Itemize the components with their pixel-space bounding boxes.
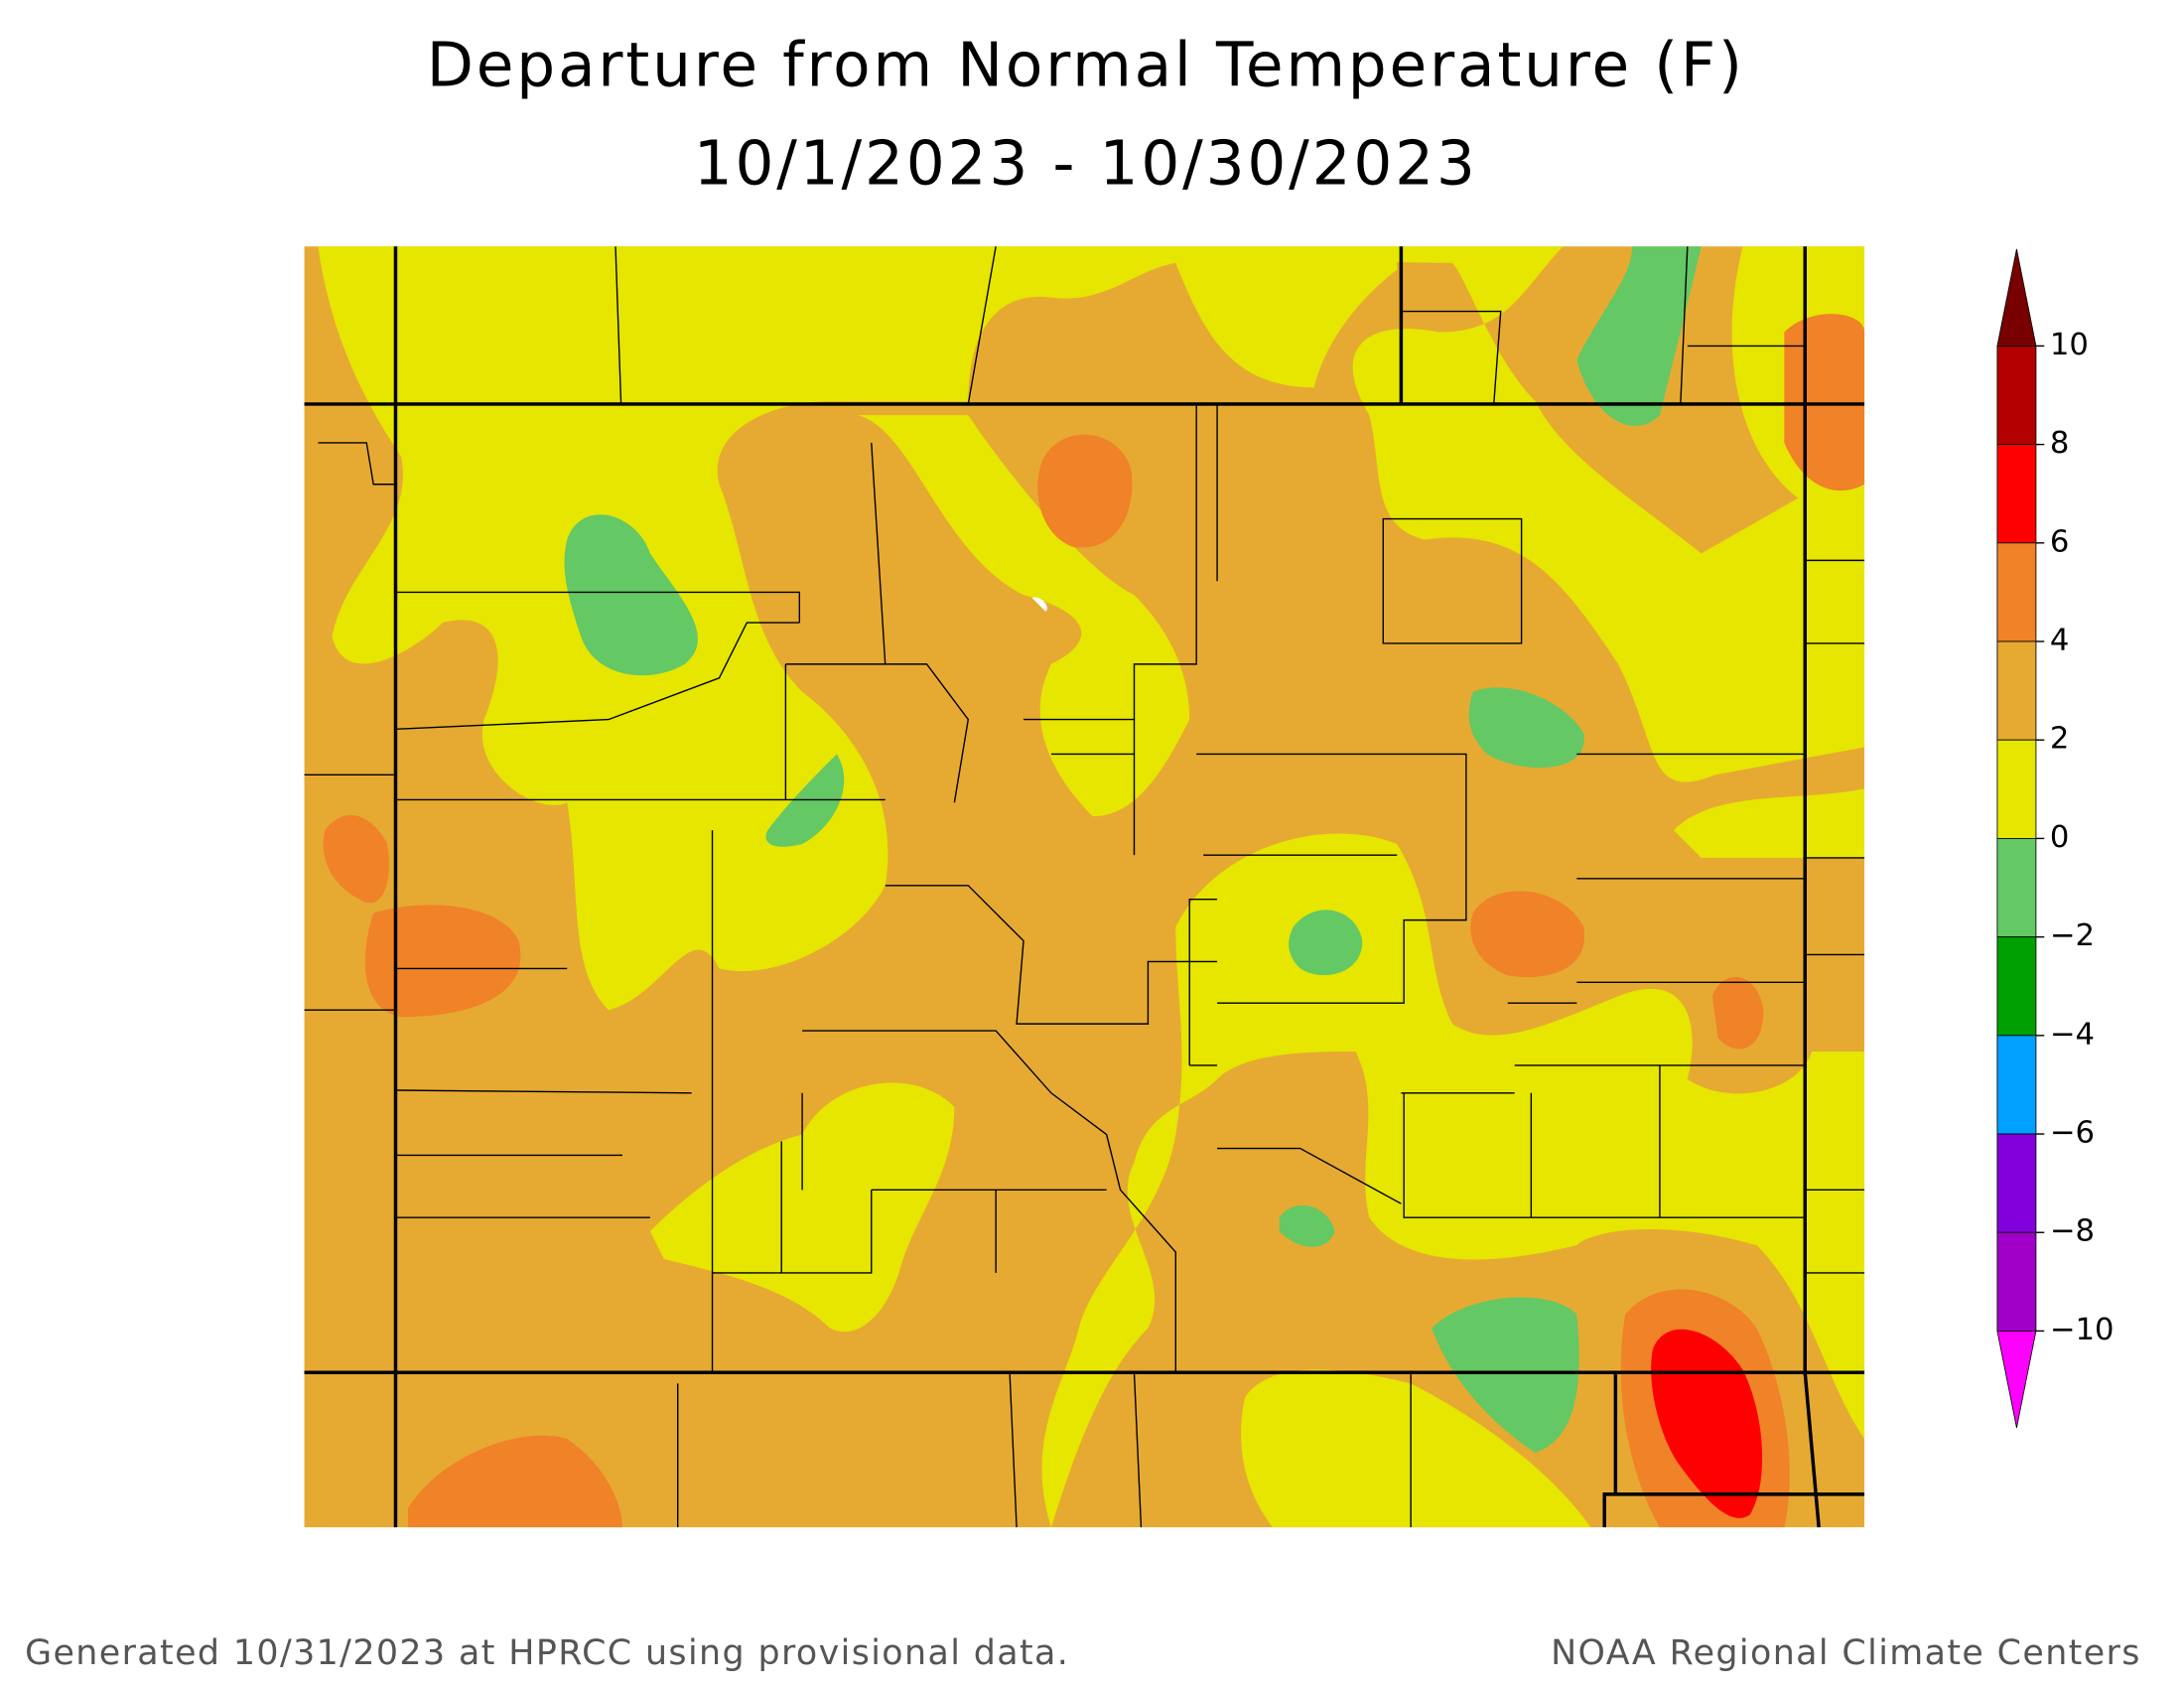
legend-bin [1996, 345, 2037, 446]
legend-over [1996, 248, 2037, 347]
legend-bin [1996, 739, 2037, 839]
zone-6-8 [1651, 1329, 1763, 1518]
legend-label: 10 [2050, 328, 2089, 362]
legend-label: 4 [2050, 624, 2070, 658]
footer-left: Generated 10/31/2023 at HPRCC using prov… [25, 1633, 1069, 1673]
legend-bin [1996, 542, 2037, 642]
legend-label: −2 [2050, 918, 2095, 953]
legend-label: −10 [2050, 1313, 2115, 1347]
state-borders [304, 246, 1865, 1528]
lake [1031, 597, 1047, 612]
legend-bin [1996, 838, 2037, 938]
title-line-2: 10/1/2023 - 10/30/2023 [694, 128, 1478, 199]
county-lines [304, 246, 1865, 1528]
zone-0-2 [318, 246, 1865, 1528]
legend-bin [1996, 640, 2037, 741]
legend-label: 6 [2050, 524, 2070, 559]
legend-bin [1996, 1133, 2037, 1233]
legend-label: −8 [2050, 1214, 2095, 1249]
legend: 10 8 6 4 2 0 −2 −4 −6 −8 −10 [1996, 248, 2115, 1429]
legend-bin [1996, 1035, 2037, 1135]
legend-bin [1996, 1231, 2037, 1332]
map [304, 246, 1865, 1528]
title-line-1: Departure from Normal Temperature (F) [427, 30, 1745, 100]
legend-bin [1996, 444, 2037, 544]
legend-label: 2 [2050, 722, 2070, 757]
footer-right: NOAA Regional Climate Centers [1551, 1633, 2141, 1673]
legend-bin [1996, 936, 2037, 1037]
legend-label: −4 [2050, 1017, 2095, 1052]
legend-label: −6 [2050, 1116, 2095, 1151]
legend-under [1996, 1331, 2037, 1429]
legend-label: 0 [2050, 820, 2070, 855]
legend-label: 8 [2050, 426, 2070, 461]
zone-minus2-0 [564, 246, 1702, 1454]
